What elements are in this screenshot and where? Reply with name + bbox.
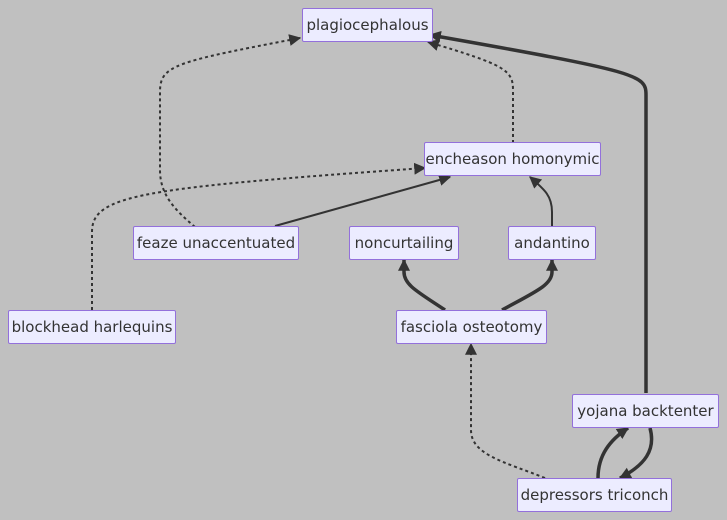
edge-depressors-to-fasciola (465, 342, 546, 479)
node-fasciola-osteotomy[interactable]: fasciola osteotomy (396, 310, 547, 344)
node-blockhead-harlequins[interactable]: blockhead harlequins (8, 310, 176, 344)
node-feaze-unaccentuated[interactable]: feaze unaccentuated (133, 226, 299, 260)
edge-yojana-to-plagiocephalous (428, 30, 648, 393)
edge-andantino-to-encheason (529, 176, 553, 227)
edge-yojana-to-depressors (618, 427, 654, 480)
edge-depressors-to-yojana (596, 426, 629, 479)
node-yojana-backtenter[interactable]: yojana backtenter (572, 394, 719, 428)
node-depressors-triconch[interactable]: depressors triconch (517, 478, 672, 512)
node-plagiocephalous[interactable]: plagiocephalous (302, 8, 433, 42)
edge-feaze-to-plagiocephalous (159, 34, 302, 228)
edge-feaze-to-encheason (274, 174, 452, 227)
edge-fasciola-to-andantino (501, 258, 558, 312)
node-andantino[interactable]: andantino (508, 226, 596, 260)
node-encheason-homonymic[interactable]: encheason homonymic (424, 142, 601, 176)
node-noncurtailing[interactable]: noncurtailing (349, 226, 459, 260)
edge-encheason-to-plagiocephalous (426, 39, 514, 143)
edge-fasciola-to-noncurtailing (398, 258, 446, 312)
